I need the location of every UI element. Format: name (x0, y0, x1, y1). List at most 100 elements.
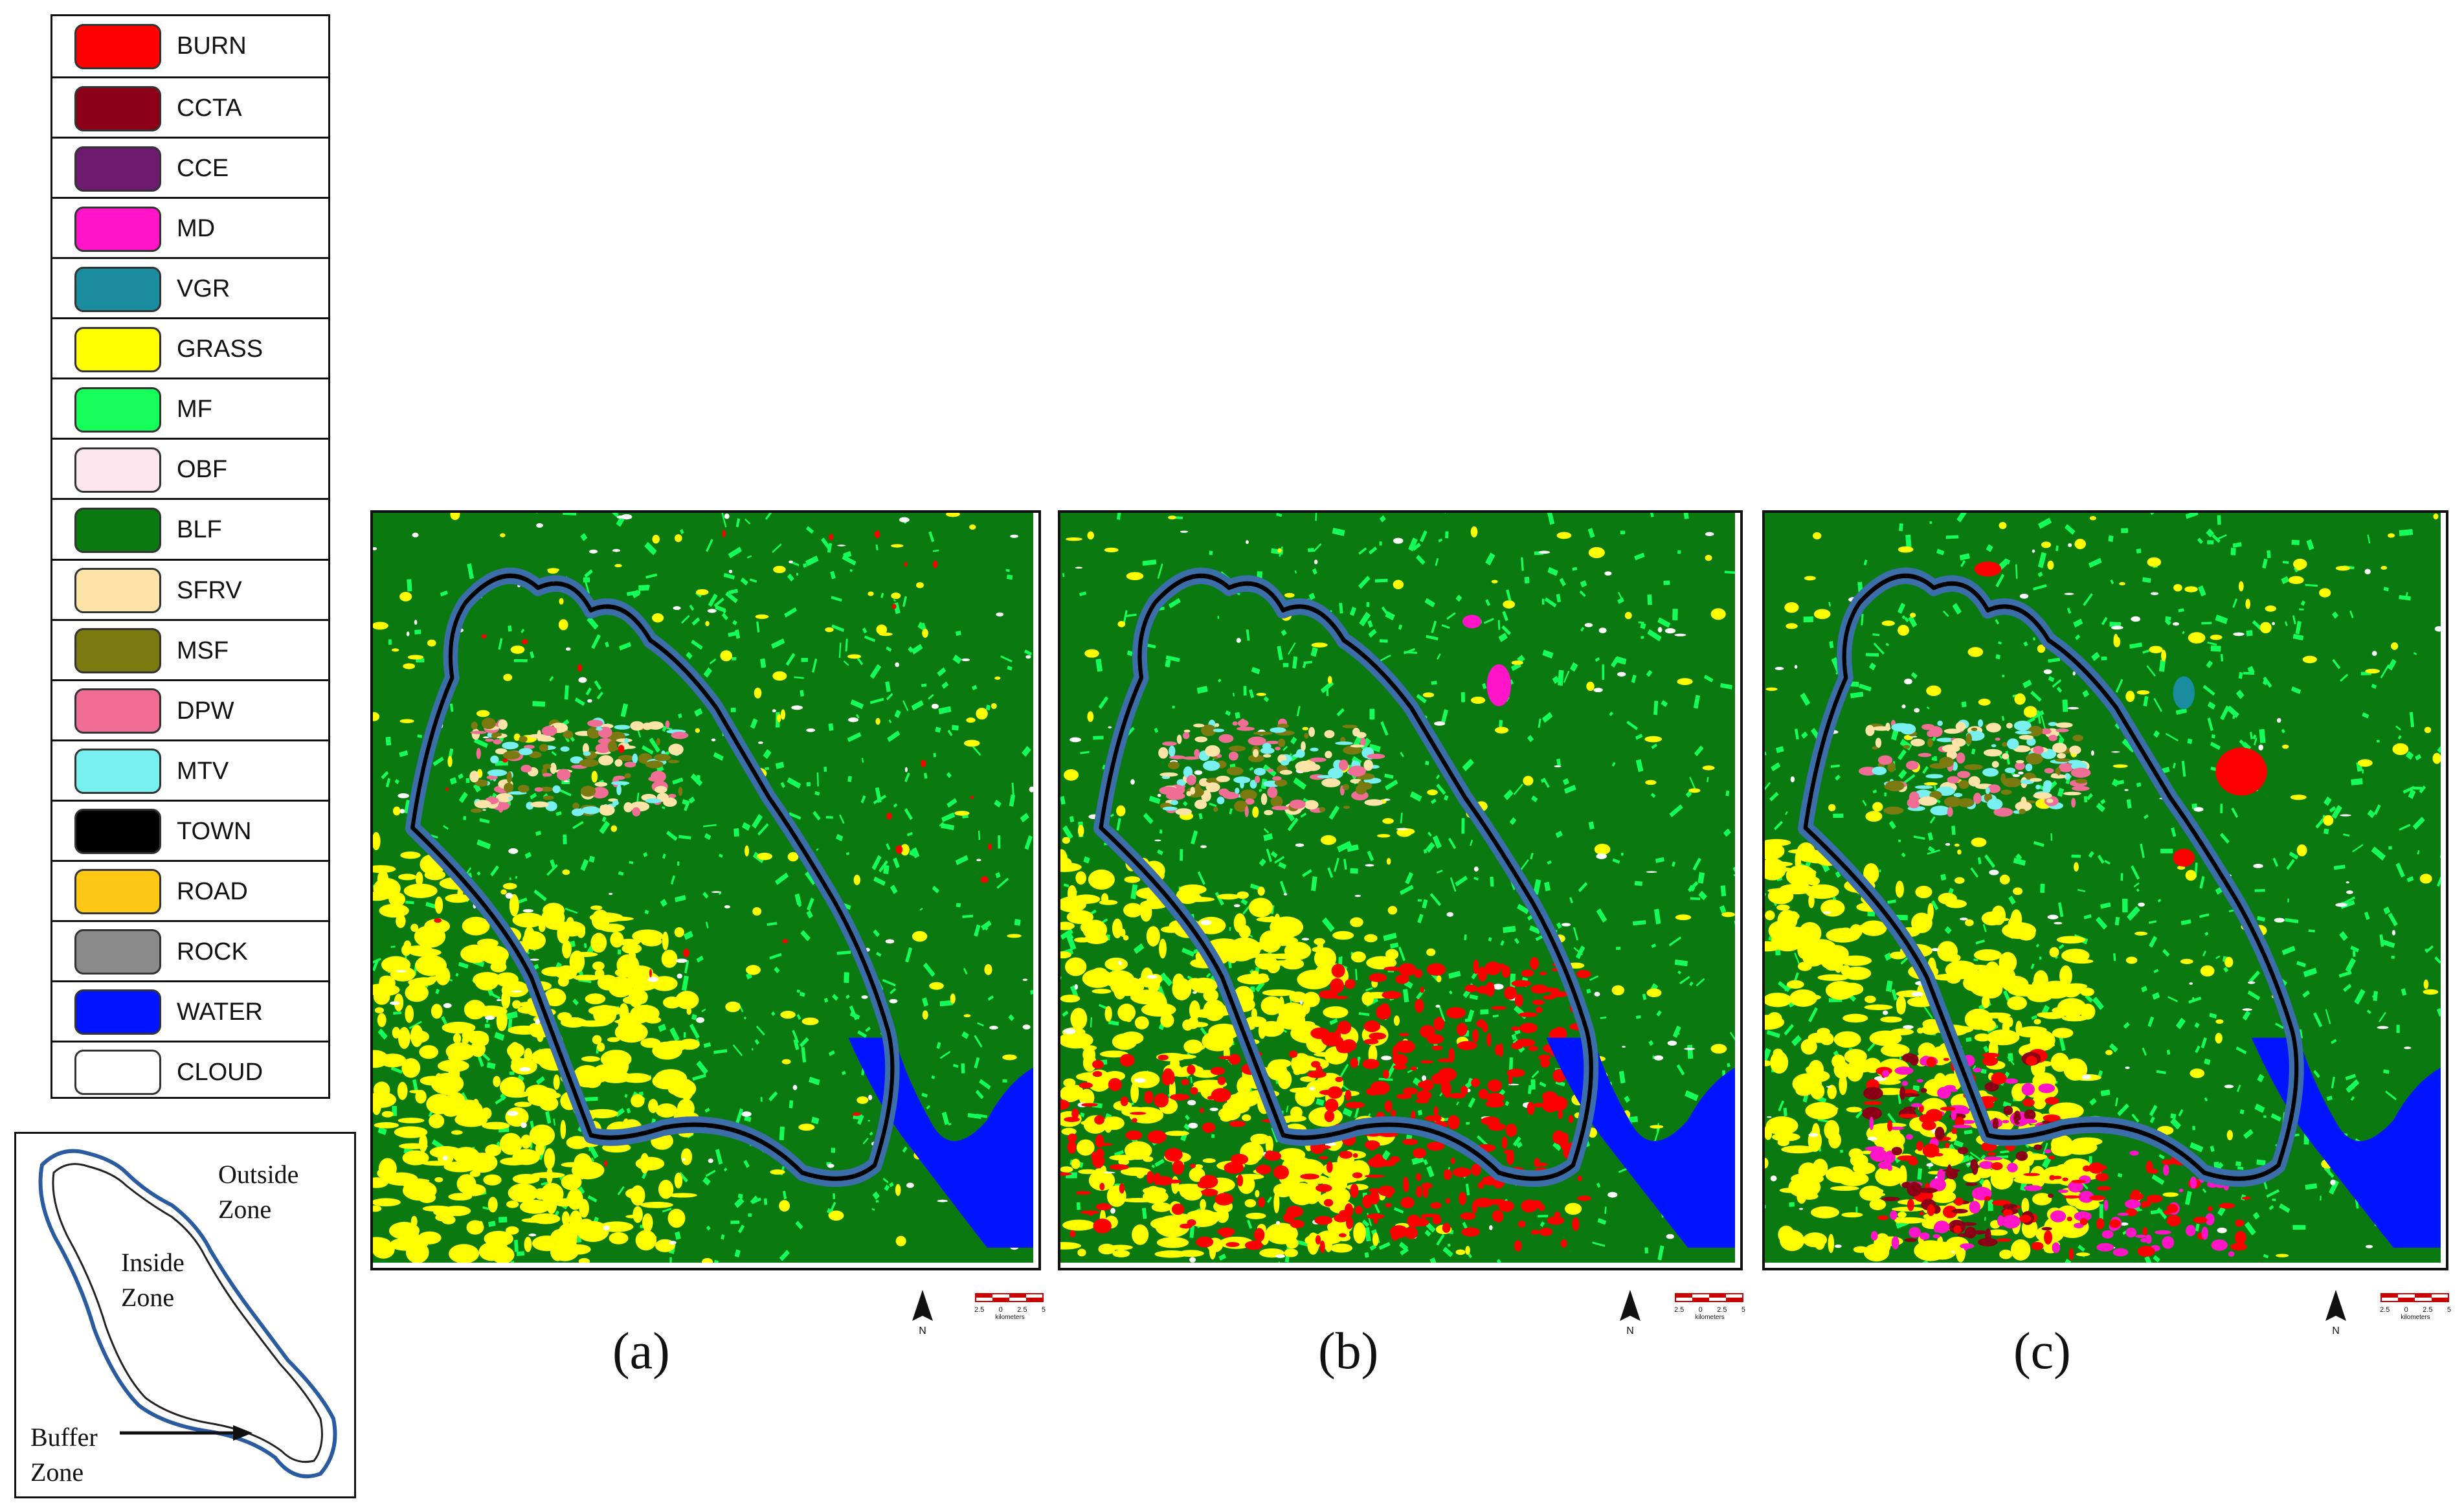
scale-unit: kilometers (2401, 1314, 2430, 1321)
scale-tick: 2.5 (974, 1306, 985, 1314)
scale-tick: 2.5 (2380, 1306, 2390, 1314)
legend-swatch (74, 266, 161, 312)
land-cover-map (1060, 513, 1735, 1263)
legend-label: DPW (177, 697, 234, 725)
legend-label: MD (177, 215, 216, 243)
legend-row: MTV (52, 739, 328, 800)
legend-swatch (74, 85, 161, 131)
legend-label: MSF (177, 637, 229, 664)
land-cover-map (1765, 513, 2441, 1263)
arrow-head-icon (233, 1425, 252, 1441)
legend-swatch (74, 1050, 161, 1096)
scale-tick: 2.5 (1717, 1306, 1727, 1314)
map-panel-a (370, 510, 1041, 1270)
land-cover-map (373, 513, 1033, 1263)
legend-swatch (74, 568, 161, 614)
legend-label: MF (177, 396, 212, 423)
legend-swatch (74, 869, 161, 915)
map-panel-b (1058, 510, 1743, 1270)
north-arrow-b: N (1616, 1289, 1644, 1337)
north-arrow-icon (2325, 1290, 2346, 1321)
legend-row: VGR (52, 257, 328, 317)
legend-row: CCE (52, 137, 328, 197)
legend-label: BLF (177, 516, 222, 544)
inside-zone-label: Inside Zone (121, 1248, 185, 1312)
north-arrow-icon (912, 1290, 933, 1321)
scale-tick: 2.5 (1017, 1306, 1027, 1314)
scale-bar-graphic (975, 1293, 1044, 1302)
legend-swatch (74, 23, 161, 69)
legend-label: BURN (177, 32, 247, 60)
scale-bar-a: 2.5 0 2.5 5 kilometers (974, 1292, 1046, 1321)
legend: BURN CCTA CCE MD VGR GRASS MF OBF BLF SFRV MSF DPW M… (50, 14, 330, 1099)
scale-bar-c: 2.5 0 2.5 5 kilometers (2380, 1292, 2451, 1321)
north-label: N (1626, 1325, 1634, 1336)
legend-row: MSF (52, 618, 328, 679)
north-arrow-c: N (2322, 1289, 2350, 1337)
legend-row: CLOUD (52, 1040, 328, 1101)
map-panel-c (1762, 510, 2448, 1270)
north-arrow-icon (1620, 1290, 1641, 1321)
scale-bar-graphic (1675, 1293, 1743, 1302)
buffer-zone-label: Buffer Zone (30, 1423, 98, 1487)
legend-row: MF (52, 378, 328, 438)
scale-bar-b: 2.5 0 2.5 5 kilometers (1674, 1292, 1745, 1321)
caption-a: (a) (612, 1323, 670, 1380)
buffer-zone-outline (38, 1149, 337, 1479)
legend-row: SFRV (52, 558, 328, 619)
legend-swatch (74, 326, 161, 372)
legend-swatch (74, 749, 161, 794)
legend-row: BURN (52, 16, 328, 76)
legend-row: DPW (52, 679, 328, 739)
legend-swatch (74, 447, 161, 493)
legend-label: CCTA (177, 95, 242, 122)
legend-label: CLOUD (177, 1058, 263, 1086)
scale-unit: kilometers (1695, 1314, 1725, 1321)
legend-label: OBF (177, 456, 228, 484)
scale-tick: 5 (1741, 1306, 1745, 1314)
legend-label: TOWN (177, 817, 252, 845)
scale-tick: 0 (2404, 1306, 2408, 1314)
legend-row: GRASS (52, 317, 328, 378)
scale-unit: kilometers (995, 1314, 1025, 1321)
legend-swatch (74, 688, 161, 734)
legend-swatch (74, 929, 161, 975)
legend-row: MD (52, 197, 328, 257)
legend-swatch (74, 989, 161, 1035)
scale-tick: 0 (1698, 1306, 1703, 1314)
legend-row: CCTA (52, 76, 328, 137)
legend-row: TOWN (52, 799, 328, 860)
legend-swatch (74, 206, 161, 252)
caption-c: (c) (2013, 1323, 2071, 1380)
legend-label: WATER (177, 998, 263, 1026)
scale-tick: 2.5 (1674, 1306, 1685, 1314)
scale-tick: 5 (2447, 1306, 2451, 1314)
legend-label: CCE (177, 155, 229, 183)
legend-label: SFRV (177, 576, 242, 604)
legend-label: ROAD (177, 877, 248, 905)
scale-tick: 0 (998, 1306, 1003, 1314)
legend-label: GRASS (177, 335, 263, 363)
zone-outline-diagram (38, 1149, 337, 1479)
legend-row: OBF (52, 438, 328, 498)
scale-tick: 2.5 (2423, 1306, 2433, 1314)
caption-b: (b) (1318, 1323, 1379, 1380)
legend-swatch (74, 146, 161, 192)
legend-label: MTV (177, 757, 229, 785)
scale-bar-graphic (2380, 1293, 2449, 1302)
inside-zone-outline (52, 1163, 323, 1463)
legend-swatch (74, 387, 161, 433)
legend-label: ROCK (177, 938, 248, 965)
north-label: N (919, 1325, 926, 1336)
legend-row: WATER (52, 980, 328, 1041)
legend-swatch (74, 507, 161, 553)
scale-tick: 5 (1041, 1306, 1046, 1314)
north-arrow-a: N (908, 1289, 937, 1337)
legend-swatch (74, 809, 161, 855)
outside-zone-label: Outside Zone (218, 1160, 299, 1224)
legend-label: VGR (177, 275, 230, 303)
north-label: N (2332, 1325, 2340, 1336)
legend-swatch (74, 628, 161, 674)
legend-row: BLF (52, 498, 328, 558)
zone-inset-map: Outside Zone Inside Zone Buffer Zone (14, 1132, 356, 1498)
